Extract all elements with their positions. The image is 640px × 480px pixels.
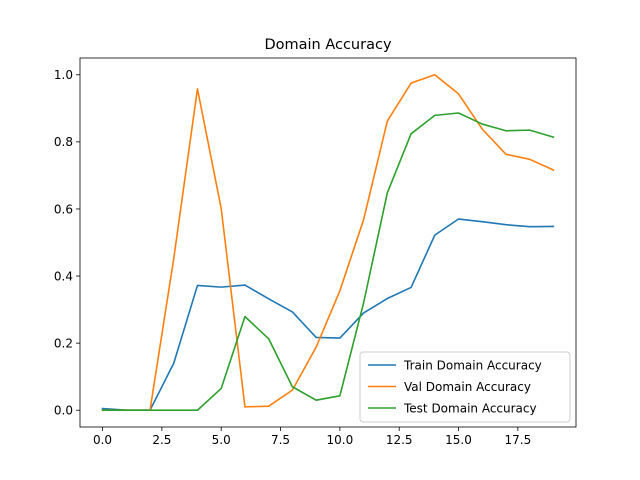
x-axis: 0.0 2.5 5.0 7.5 10.0 12.5 15.0 17.5 xyxy=(93,427,531,447)
x-tick-label: 17.5 xyxy=(504,433,531,447)
y-tick-label: 1.0 xyxy=(54,68,73,82)
plot-frame xyxy=(79,57,577,428)
x-tick-label: 15.0 xyxy=(445,433,472,447)
y-tick-label: 0.2 xyxy=(54,336,73,350)
legend-label-3: Test Domain Accuracy xyxy=(403,401,537,415)
x-tick-label: 12.5 xyxy=(386,433,413,447)
series-line-3 xyxy=(101,112,555,412)
series-line-2 xyxy=(101,73,555,412)
legend: Train Domain Accuracy Val Domain Accuracy… xyxy=(359,351,571,423)
y-tick-label: 0.0 xyxy=(54,404,73,418)
legend-label-1: Train Domain Accuracy xyxy=(403,358,542,372)
chart-title: Domain Accuracy xyxy=(264,37,391,53)
y-tick-label: 0.8 xyxy=(54,135,73,149)
x-tick-label: 7.5 xyxy=(271,433,290,447)
y-tick-label: 0.4 xyxy=(54,269,73,283)
x-tick-label: 5.0 xyxy=(212,433,231,447)
y-axis: 0.0 0.2 0.4 0.6 0.8 1.0 xyxy=(54,68,80,418)
x-tick-label: 0.0 xyxy=(93,433,112,447)
legend-box xyxy=(359,351,571,423)
y-tick-label: 0.6 xyxy=(54,202,73,216)
legend-label-2: Val Domain Accuracy xyxy=(404,380,531,394)
series-line-1 xyxy=(101,218,555,412)
series-layer xyxy=(101,73,555,412)
x-tick-label: 10.0 xyxy=(327,433,354,447)
x-tick-label: 2.5 xyxy=(152,433,171,447)
